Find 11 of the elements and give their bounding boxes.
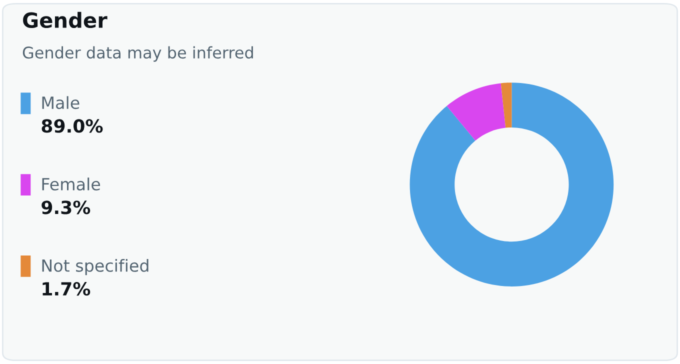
data-label: 9.3% (42, 200, 90, 214)
donut-slice (500, 82, 512, 128)
chart-subtitle: Gender data may be inferred (22, 46, 253, 62)
chart-title: Gender (23, 12, 108, 28)
data-label: 89.0% (42, 119, 103, 133)
legend-label: Not specified (42, 259, 148, 276)
donut-slice (410, 82, 614, 286)
legend-label: Female (42, 178, 100, 190)
donut-slice (446, 83, 506, 141)
data-label: 1.7% (42, 282, 90, 296)
legend-label: Male (42, 96, 80, 110)
